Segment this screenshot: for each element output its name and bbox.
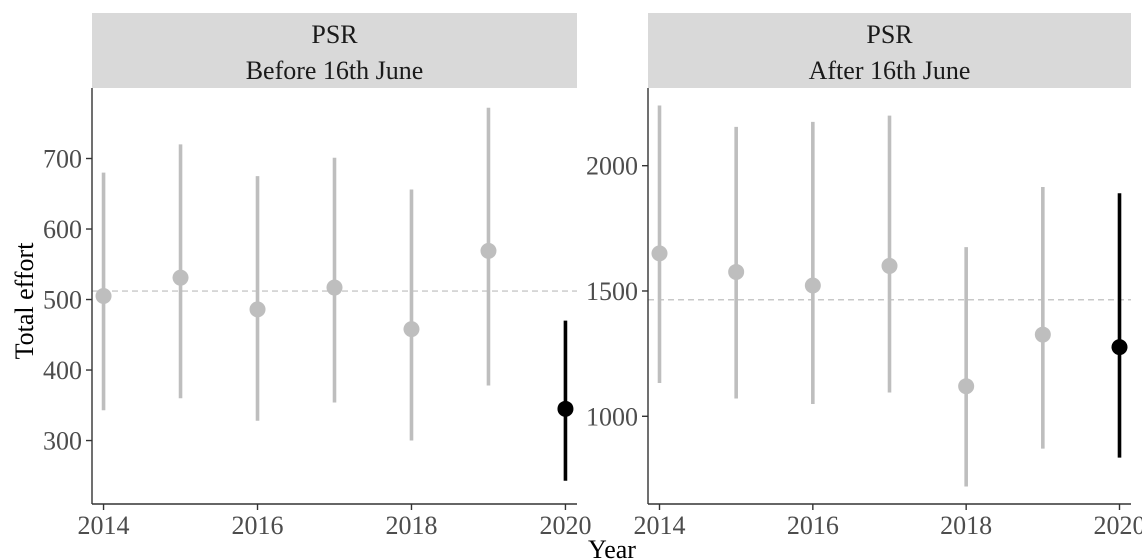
panel-before-16th-june: PSR Before 16th June 300 400 500 600 700 2014 20… — [43, 13, 591, 540]
y-tick-label: 300 — [43, 427, 82, 456]
y-tick-label: 600 — [43, 215, 82, 244]
facet-strip-line1: PSR — [311, 20, 358, 49]
point-2018 — [958, 378, 975, 395]
facet-strip-line1: PSR — [866, 20, 913, 49]
point-2014 — [95, 288, 112, 304]
y-tick-label: 400 — [43, 356, 82, 385]
panel-after-16th-june: PSR After 16th June 1000 1500 2000 2014 2016 20… — [586, 13, 1142, 540]
x-axis-title: Year — [588, 535, 636, 560]
point-2019 — [1034, 326, 1051, 343]
x-tick-label: 2016 — [232, 511, 284, 540]
x-tick-label: 2020 — [539, 511, 591, 540]
point-2016 — [804, 277, 821, 294]
x-tick-label: 2016 — [787, 511, 839, 540]
y-tick-label: 500 — [43, 286, 82, 315]
point-2020 — [1111, 339, 1128, 356]
x-tick-label: 2014 — [78, 511, 130, 540]
point-2017 — [326, 279, 343, 296]
point-2019 — [480, 242, 497, 259]
y-axis-title: Total effort — [10, 242, 39, 360]
x-tick-label: 2020 — [1094, 511, 1142, 540]
point-2014 — [651, 245, 668, 262]
y-tick-label: 1500 — [586, 277, 638, 306]
x-tick-label: 2018 — [385, 511, 437, 540]
x-tick-label: 2014 — [634, 511, 686, 540]
y-tick-label: 700 — [43, 145, 82, 174]
point-2015 — [172, 269, 189, 286]
y-tick-label: 2000 — [586, 152, 638, 181]
facet-strip-line2: Before 16th June — [246, 56, 424, 85]
facet-strip — [92, 13, 577, 88]
x-tick-label: 2018 — [940, 511, 992, 540]
y-tick-label: 1000 — [586, 402, 638, 431]
point-2020 — [557, 400, 574, 417]
point-2016 — [249, 301, 266, 318]
point-2017 — [881, 257, 898, 274]
point-2018 — [403, 321, 420, 338]
facet-strip-line2: After 16th June — [809, 56, 971, 85]
facet-strip — [648, 13, 1131, 88]
point-2015 — [728, 263, 745, 280]
